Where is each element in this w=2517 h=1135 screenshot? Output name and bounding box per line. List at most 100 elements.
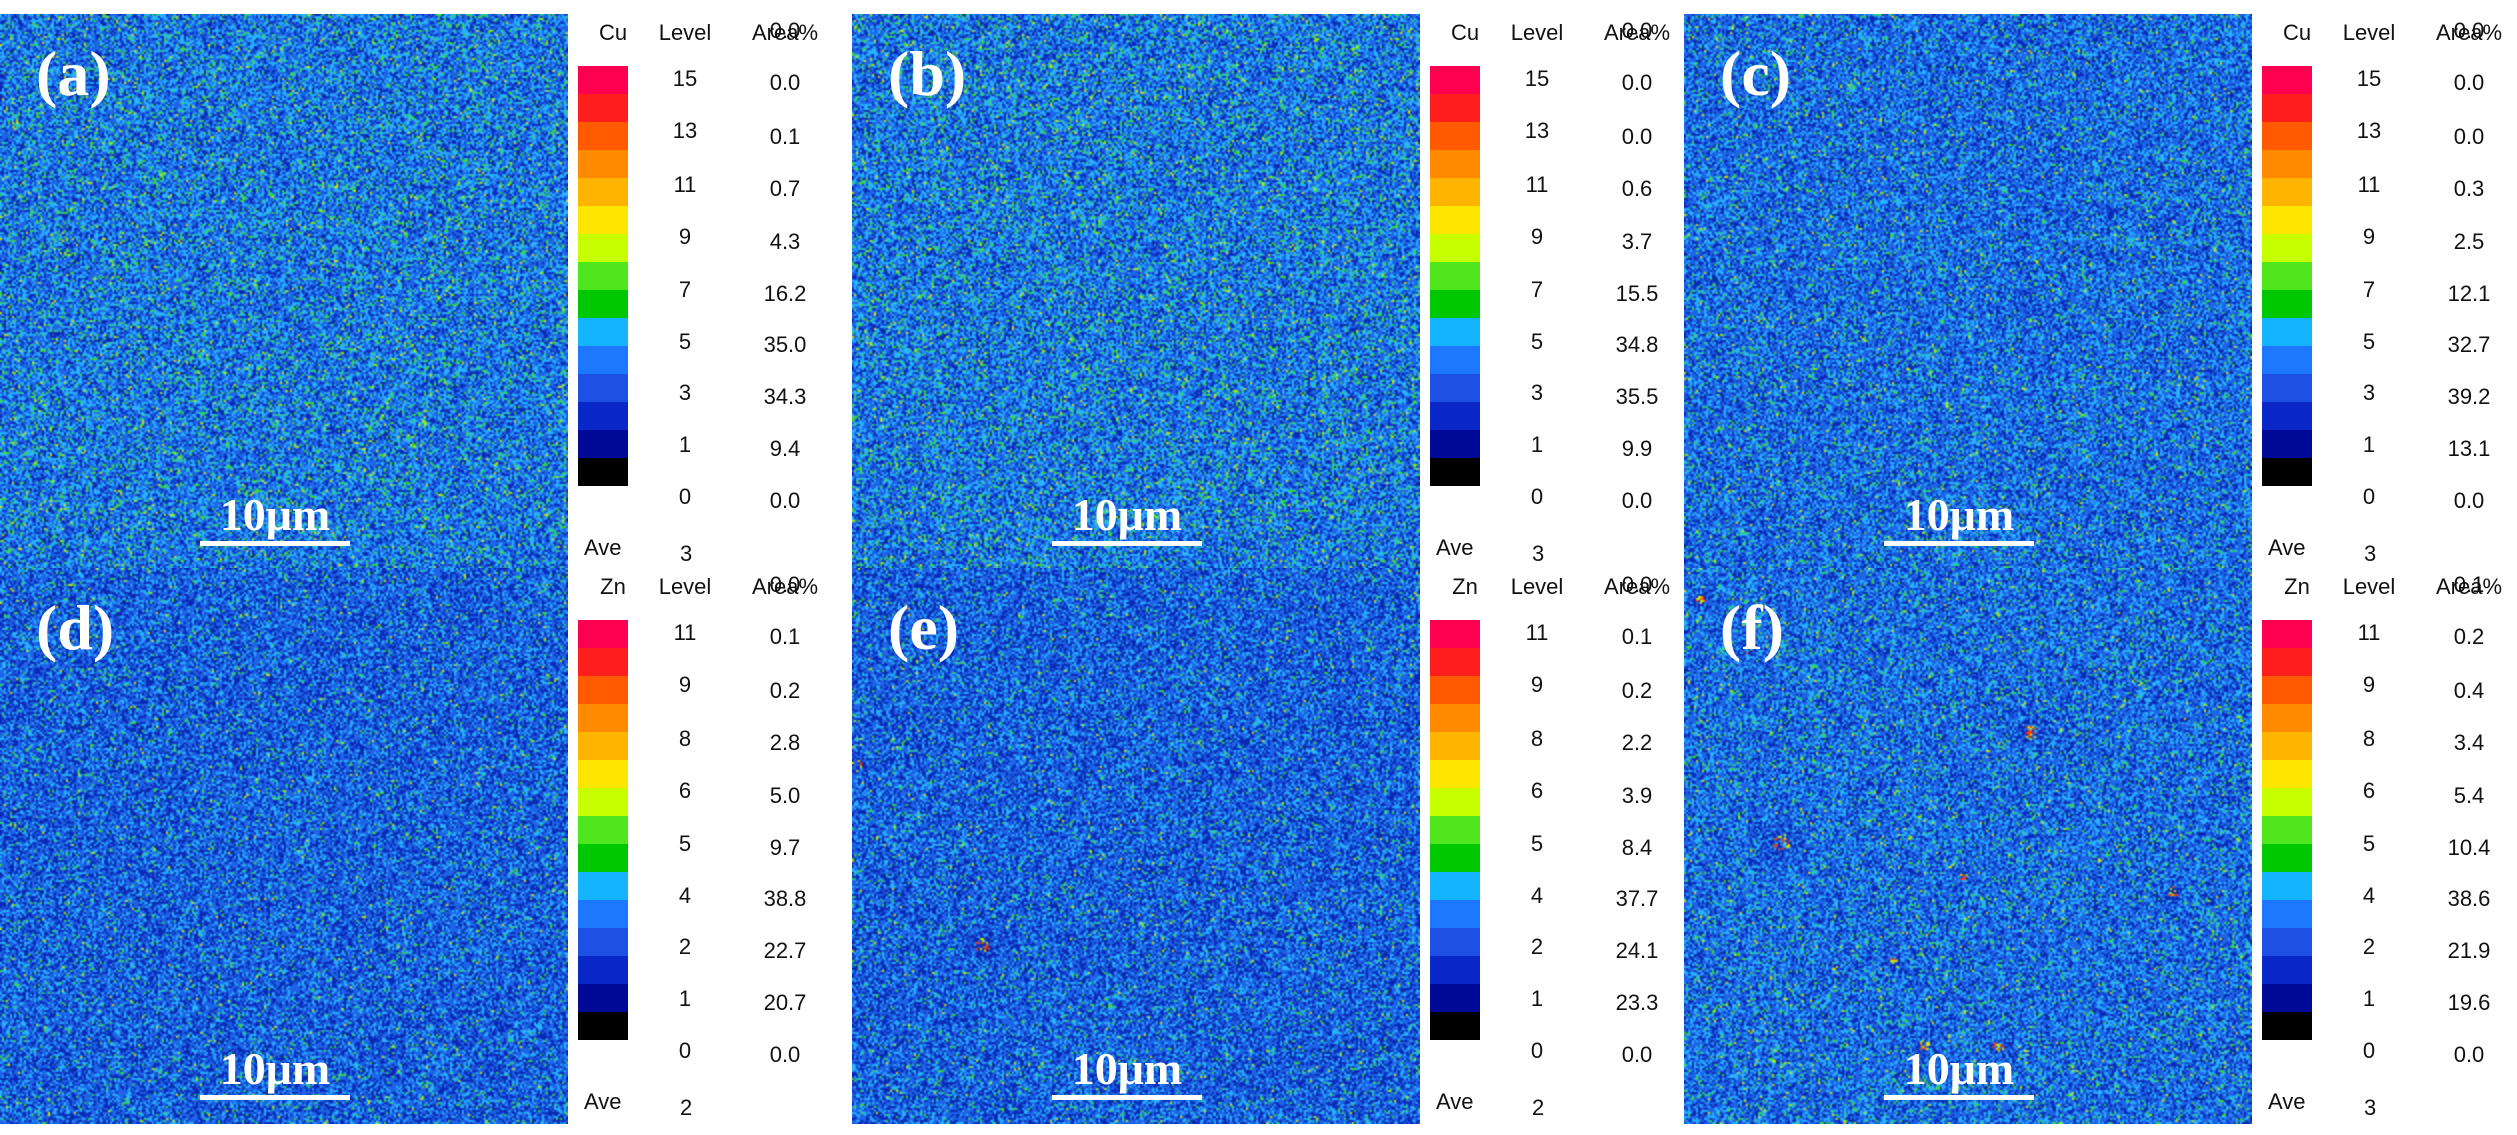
- colorbar-step: [578, 430, 628, 458]
- element-label: Zn: [2284, 574, 2310, 599]
- level-header: Level: [1510, 574, 1564, 599]
- area-percent-value: 0.1: [1621, 624, 1653, 649]
- area-percent-value: 0.0: [1621, 488, 1653, 513]
- colorbar-step: [578, 374, 628, 402]
- area-percent-value: 10.4: [2447, 835, 2491, 860]
- ave-value: 3: [2364, 541, 2377, 566]
- colorbar-step: [1430, 318, 1480, 346]
- scale-bar: 10μm: [1884, 1046, 2034, 1100]
- area-percent-value: 0.6: [1621, 176, 1653, 201]
- level-value: 11: [673, 620, 697, 645]
- colorbar-step: [1430, 760, 1480, 788]
- colorbar-step: [578, 844, 628, 872]
- colorbar-step: [1430, 290, 1480, 318]
- colorbar-step: [2262, 648, 2312, 676]
- area-percent-value: 0.0: [769, 70, 801, 95]
- area-percent-value: 0.2: [2453, 624, 2485, 649]
- panel-letter: (b): [888, 38, 967, 109]
- colorbar-step: [1430, 704, 1480, 732]
- colorbar-step: [2262, 788, 2312, 816]
- element-label: Cu: [2282, 20, 2312, 45]
- ave-label: Ave: [584, 535, 622, 560]
- colorbar-step: [1430, 900, 1480, 928]
- colorbar-step: [578, 178, 628, 206]
- area-percent-value: 5.4: [2453, 783, 2485, 808]
- colorbar-step: [2262, 318, 2312, 346]
- colorbar-step: [2262, 290, 2312, 318]
- colorbar-step: [578, 94, 628, 122]
- level-value: 0: [678, 484, 692, 509]
- elemental-map: (e) 10μm: [852, 568, 1420, 1124]
- level-value: 1: [1530, 986, 1544, 1011]
- level-value: 1: [2362, 432, 2376, 457]
- area-header: Area%: [2435, 574, 2503, 599]
- level-value: 7: [1530, 277, 1544, 302]
- area-percent-value: 2.8: [769, 730, 801, 755]
- area-percent-value: 0.0: [2453, 18, 2485, 43]
- area-percent-value: 34.3: [763, 384, 807, 409]
- area-percent-value: 0.1: [2453, 572, 2485, 597]
- area-percent-value: 37.7: [1615, 886, 1659, 911]
- colorbar-step: [1430, 928, 1480, 956]
- area-percent-value: 0.0: [2453, 488, 2485, 513]
- area-percent-value: 16.2: [763, 281, 807, 306]
- scale-bar: 10μm: [1052, 1046, 1202, 1100]
- colorbar-step: [578, 1012, 628, 1040]
- colorbar-step: [578, 346, 628, 374]
- ave-value: 3: [680, 541, 693, 566]
- ave-label: Ave: [1436, 1089, 1474, 1114]
- level-header: Level: [658, 20, 712, 45]
- level-value: 8: [678, 726, 692, 751]
- colorbar-step: [578, 732, 628, 760]
- scale-bar-line: [200, 541, 350, 546]
- colorbar-step: [2262, 178, 2312, 206]
- colorbar-step: [578, 788, 628, 816]
- map-noise-canvas: [0, 568, 568, 1124]
- area-header: Area%: [2435, 20, 2503, 45]
- colorbar-step: [1430, 620, 1480, 648]
- level-header: Level: [2342, 574, 2396, 599]
- colorbar-step: [1430, 178, 1480, 206]
- scale-bar-line: [1884, 1095, 2034, 1100]
- area-percent-value: 3.4: [2453, 730, 2485, 755]
- area-percent-value: 0.3: [2453, 176, 2485, 201]
- area-percent-value: 38.8: [763, 886, 807, 911]
- colorbar-step: [2262, 458, 2312, 486]
- area-percent-value: 12.1: [2447, 281, 2491, 306]
- area-percent-value: 2.2: [1621, 730, 1653, 755]
- scale-bar-label: 10μm: [1071, 489, 1183, 540]
- level-value: 0: [2362, 1038, 2376, 1063]
- ave-label: Ave: [2268, 535, 2306, 560]
- elemental-map: (a) 10μm: [0, 14, 568, 570]
- colorbar-step: [578, 900, 628, 928]
- area-percent-value: 9.9: [1621, 436, 1653, 461]
- panel-letter: (e): [888, 592, 960, 663]
- area-percent-value: 0.1: [769, 124, 801, 149]
- area-header: Area%: [1603, 20, 1671, 45]
- level-value: 5: [1530, 831, 1544, 856]
- level-value: 9: [1530, 224, 1544, 249]
- colorbar-step: [2262, 872, 2312, 900]
- area-percent-value: 21.9: [2447, 938, 2491, 963]
- area-percent-value: 0.2: [769, 678, 801, 703]
- area-percent-value: 0.0: [1621, 18, 1653, 43]
- colorbar-step: [1430, 844, 1480, 872]
- ave-value: 3: [1532, 541, 1545, 566]
- area-percent-value: 9.4: [769, 436, 801, 461]
- scale-bar: 10μm: [200, 1046, 350, 1100]
- scale-bar: 10μm: [200, 492, 350, 546]
- elemental-map: (c) 10μm: [1684, 14, 2252, 570]
- colorbar-step: [1430, 732, 1480, 760]
- scale-bar-label: 10μm: [1903, 1043, 2015, 1094]
- ave-value: 2: [1532, 1095, 1545, 1120]
- area-percent-value: 35.0: [763, 332, 807, 357]
- colorbar-step: [1430, 648, 1480, 676]
- level-value: 13: [1524, 118, 1550, 143]
- area-percent-value: 0.2: [1621, 678, 1653, 703]
- level-value: 3: [678, 380, 692, 405]
- level-value: 1: [678, 432, 692, 457]
- colorbar-step: [578, 262, 628, 290]
- colorbar: [578, 620, 628, 1040]
- area-percent-value: 24.1: [1615, 938, 1659, 963]
- map-panel: (a) 10μm Cu Level Area% 15 13 11 9 7 5 3 1 0 0.0 0.0 0.1…: [0, 14, 833, 581]
